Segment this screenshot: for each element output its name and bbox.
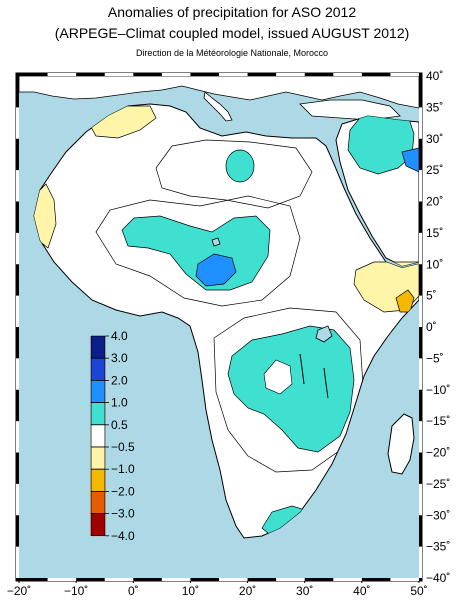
wet-anomaly-southern-africa <box>227 325 355 453</box>
legend-color-swatch <box>90 490 106 514</box>
legend-color-swatch <box>90 402 106 426</box>
longitude-label: 50˚ <box>410 584 427 598</box>
legend-color-swatch <box>90 424 106 448</box>
latitude-label: 5˚ <box>426 289 437 303</box>
strong-wet-anomaly-chad <box>195 253 237 287</box>
lake-victoria <box>315 325 333 343</box>
latitude-label: 40˚ <box>426 69 443 83</box>
contour-line-central <box>95 195 301 307</box>
map-subtitle: (ARPEGE–Climat coupled model, issued AUG… <box>54 25 410 41</box>
latitude-label: −25˚ <box>426 477 450 491</box>
latitude-label: 0˚ <box>426 320 437 334</box>
latitude-label: 10˚ <box>426 257 443 271</box>
longitude-labels: −20˚ −10˚ 0˚ 10˚ 20˚ 30˚ 40˚ 50˚ <box>7 584 428 598</box>
map-frame <box>15 72 423 583</box>
longitude-label: −10˚ <box>64 584 88 598</box>
map-title: Anomalies of precipitation for ASO 2012 <box>107 4 357 20</box>
contour-line-north <box>155 139 313 209</box>
latitude-label: 15˚ <box>426 226 443 240</box>
color-legend: 4.0 3.0 2.0 1.0 0.5 −0.5 −1.0 −2.0 −3.0 −4.0 <box>90 329 135 543</box>
lake-tanganyika <box>299 353 305 385</box>
moderate-dry-anomaly-horn <box>395 289 415 313</box>
longitude-label: 20˚ <box>239 584 256 598</box>
lake-malawi <box>323 367 329 399</box>
madagascar <box>387 413 415 475</box>
legend-color-swatch <box>90 446 106 470</box>
legend-color-swatch <box>90 513 106 537</box>
strong-wet-anomaly-arabia <box>401 147 419 173</box>
latitude-labels: 40˚ 35˚ 30˚ 25˚ 20˚ 15˚ 10˚ 5˚ 0˚ −5˚ −10˚ −15˚ −20˚… <box>426 69 450 585</box>
legend-level-label: 0.5 <box>111 418 128 432</box>
legend-color-swatch <box>90 335 106 359</box>
latitude-label: −20˚ <box>426 446 450 460</box>
longitude-label: 10˚ <box>182 584 199 598</box>
wet-anomaly-sahara <box>225 149 255 183</box>
longitude-label: 30˚ <box>296 584 313 598</box>
map-source: Direction de la Météorologie Nationale, … <box>135 48 329 58</box>
lake-chad <box>211 237 221 247</box>
neutral-pocket-southern-africa <box>263 359 293 395</box>
dry-anomaly-west-coast <box>34 183 57 249</box>
legend-color-swatch <box>90 379 106 403</box>
longitude-label: 40˚ <box>353 584 370 598</box>
latitude-label: 35˚ <box>426 100 443 114</box>
latitude-label: −35˚ <box>426 540 450 554</box>
latitude-label: −40˚ <box>426 571 450 585</box>
italy-peninsula <box>203 91 233 122</box>
legend-level-label: −3.0 <box>111 507 135 521</box>
latitude-label: −15˚ <box>426 414 450 428</box>
legend-level-label: 4.0 <box>111 329 128 343</box>
legend-level-label: 1.0 <box>111 396 128 410</box>
legend-level-label: −1.0 <box>111 462 135 476</box>
latitude-label: −5˚ <box>426 351 444 365</box>
latitude-label: 25˚ <box>426 163 443 177</box>
legend-level-label: −0.5 <box>111 440 135 454</box>
anatolia-landmass <box>299 99 401 121</box>
latitude-label: −30˚ <box>426 508 450 522</box>
legend-level-label: −2.0 <box>111 484 135 498</box>
longitude-label: −20˚ <box>7 584 31 598</box>
legend-level-label: 3.0 <box>111 351 128 365</box>
legend-color-swatch <box>90 357 106 381</box>
legend-level-label: −4.0 <box>111 529 135 543</box>
legend-level-label: 2.0 <box>111 373 128 387</box>
latitude-label: 20˚ <box>426 195 443 209</box>
latitude-label: 30˚ <box>426 132 443 146</box>
longitude-label: 0˚ <box>128 584 139 598</box>
legend-color-swatch <box>90 468 106 492</box>
latitude-label: −10˚ <box>426 383 450 397</box>
europe-landmass <box>19 76 419 109</box>
